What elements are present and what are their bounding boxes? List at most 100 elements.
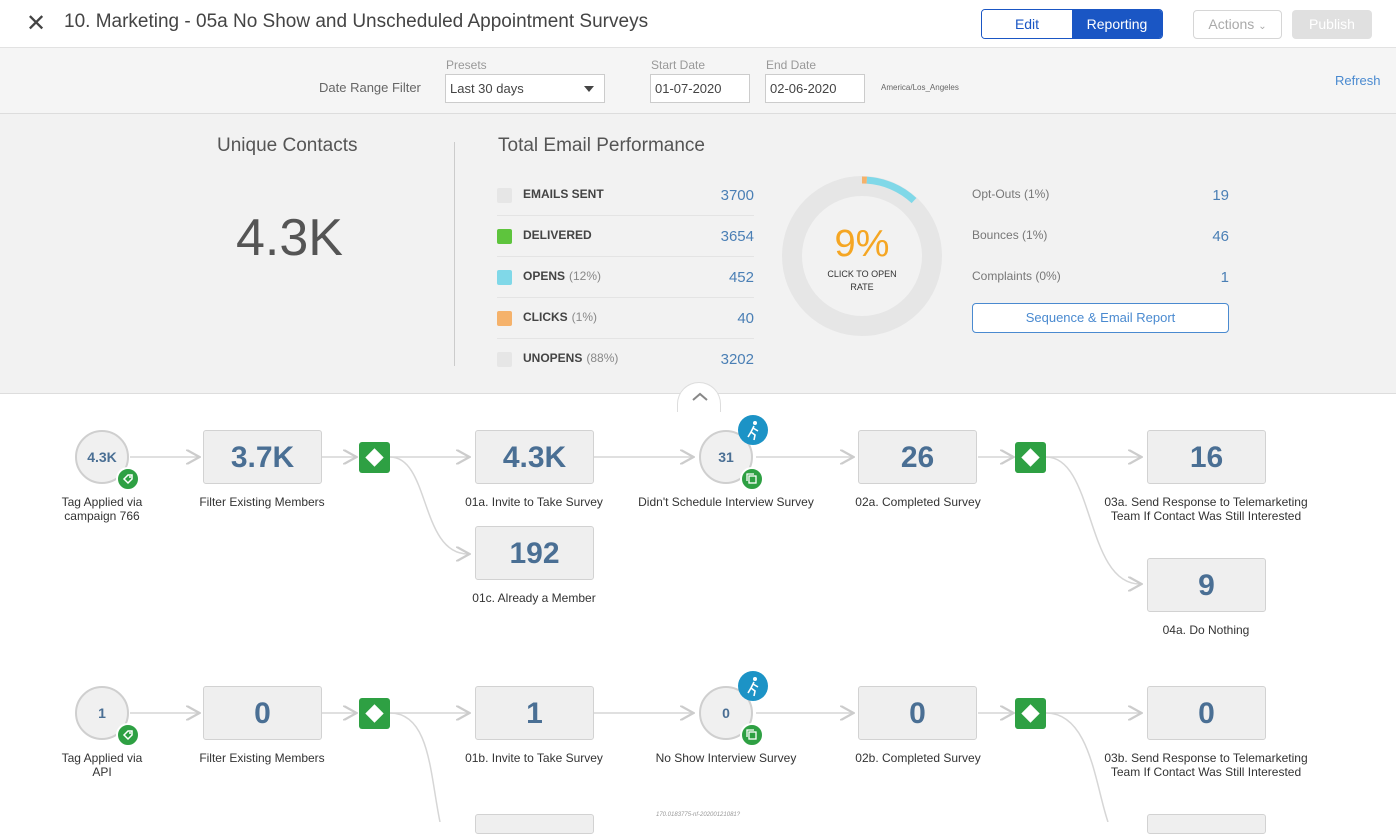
completed-node-label: 02b. Completed Survey: [828, 751, 1008, 765]
presets-select[interactable]: Last 30 days: [445, 74, 605, 103]
condition-diamond-icon[interactable]: [359, 698, 390, 729]
automation-flow: 4.3K Tag Applied via campaign 766 3.7K F…: [0, 394, 1396, 822]
metric-label-text: EMAILS SENT: [523, 187, 604, 201]
metric-value: 3654: [721, 228, 754, 245]
invite-node-label: 01b. Invite to Take Survey: [444, 751, 624, 765]
filter-node-label: Filter Existing Members: [182, 495, 342, 509]
metric-swatch: [497, 188, 512, 203]
click-to-open-percent: 9%: [782, 223, 942, 266]
metric-row-emails-sent: EMAILS SENT 3700: [497, 175, 754, 216]
metric-swatch: [497, 270, 512, 285]
chevron-down-icon: ⌄: [1258, 21, 1266, 32]
metric-value: 40: [737, 310, 754, 327]
send-response-node[interactable]: 16: [1147, 430, 1266, 484]
edit-tab[interactable]: Edit: [982, 10, 1072, 38]
metric-value: 3700: [721, 187, 754, 204]
tag-icon: [116, 723, 140, 747]
presets-label: Presets: [446, 58, 487, 72]
copy-icon: [740, 467, 764, 491]
send-response-label: 03a. Send Response to Telemarketing Team…: [1091, 495, 1321, 523]
metric-label-text: DELIVERED: [523, 228, 592, 242]
end-date-input[interactable]: 02-06-2020: [765, 74, 865, 103]
partial-node[interactable]: [1147, 814, 1266, 834]
end-date-label: End Date: [766, 58, 816, 72]
metric-swatch: [497, 311, 512, 326]
version-footnote: 170.0183775-nf-20200121081?: [656, 812, 740, 818]
metric-pct: (1%): [572, 310, 597, 324]
metric-row-clicks: CLICKS (1%) 40: [497, 298, 754, 339]
optouts-value: 19: [1212, 187, 1229, 204]
metric-label: OPENS (12%): [523, 269, 601, 283]
metric-row-opens: OPENS (12%) 452: [497, 257, 754, 298]
metric-label: DELIVERED: [523, 228, 596, 242]
actions-label: Actions: [1208, 16, 1254, 32]
page-title: 10. Marketing - 05a No Show and Unschedu…: [64, 11, 648, 33]
email-performance-title: Total Email Performance: [498, 135, 705, 157]
invite-node[interactable]: 1: [475, 686, 594, 740]
sequence-email-report-button[interactable]: Sequence & Email Report: [972, 303, 1229, 333]
copy-icon: [740, 723, 764, 747]
actions-dropdown[interactable]: Actions ⌄: [1193, 10, 1282, 39]
condition-diamond-icon[interactable]: [1015, 698, 1046, 729]
refresh-link[interactable]: Refresh: [1335, 73, 1381, 88]
metric-value: 3202: [721, 351, 754, 368]
presets-value: Last 30 days: [450, 81, 524, 96]
completed-node[interactable]: 0: [858, 686, 977, 740]
already-member-node[interactable]: 192: [475, 526, 594, 580]
metric-row-unopens: UNOPENS (88%) 3202: [497, 339, 754, 380]
wait-node-label: Didn't Schedule Interview Survey: [626, 495, 826, 509]
filter-node-label: Filter Existing Members: [182, 751, 342, 765]
unique-contacts-value: 4.3K: [236, 208, 343, 268]
metric-swatch: [497, 229, 512, 244]
bounces-row: Bounces (1%) 46: [972, 216, 1229, 257]
reporting-tab[interactable]: Reporting: [1072, 10, 1162, 38]
send-response-node[interactable]: 0: [1147, 686, 1266, 740]
goal-walk-icon: [738, 671, 768, 701]
metric-label: UNOPENS (88%): [523, 351, 618, 365]
start-node-label: Tag Applied via campaign 766: [42, 495, 162, 523]
invite-node-label: 01a. Invite to Take Survey: [444, 495, 624, 509]
header-bar: ✕ 10. Marketing - 05a No Show and Unsche…: [0, 0, 1396, 48]
metric-pct: (88%): [586, 351, 618, 365]
divider: [454, 142, 455, 366]
filter-node[interactable]: 3.7K: [203, 430, 322, 484]
metric-label: EMAILS SENT: [523, 187, 608, 201]
unique-contacts-title: Unique Contacts: [217, 135, 357, 157]
metric-value: 452: [729, 269, 754, 286]
send-response-label: 03b. Send Response to Telemarketing Team…: [1091, 751, 1321, 779]
publish-button[interactable]: Publish: [1292, 10, 1372, 39]
complaints-value: 1: [1221, 269, 1229, 286]
date-range-filter-label: Date Range Filter: [319, 80, 421, 95]
dropdown-caret-icon: [584, 86, 594, 92]
stats-panel: Unique Contacts 4.3K Total Email Perform…: [0, 114, 1396, 394]
metric-label-text: OPENS: [523, 269, 565, 283]
mode-toggle: Edit Reporting: [981, 9, 1163, 39]
metric-row-delivered: DELIVERED 3654: [497, 216, 754, 257]
start-date-input[interactable]: 01-07-2020: [650, 74, 750, 103]
tag-icon: [116, 467, 140, 491]
invite-node[interactable]: 4.3K: [475, 430, 594, 484]
completed-node[interactable]: 26: [858, 430, 977, 484]
already-member-label: 01c. Already a Member: [444, 591, 624, 605]
partial-node[interactable]: [475, 814, 594, 834]
metric-swatch: [497, 352, 512, 367]
metric-label-text: UNOPENS: [523, 351, 582, 365]
start-node-label: Tag Applied via API: [52, 751, 152, 779]
do-nothing-node[interactable]: 9: [1147, 558, 1266, 612]
optouts-label: Opt-Outs (1%): [972, 187, 1049, 201]
condition-diamond-icon[interactable]: [359, 442, 390, 473]
condition-diamond-icon[interactable]: [1015, 442, 1046, 473]
do-nothing-label: 04a. Do Nothing: [1116, 623, 1296, 637]
metric-label-text: CLICKS: [523, 310, 568, 324]
timezone-label: America/Los_Angeles: [881, 83, 959, 92]
complaints-label: Complaints (0%): [972, 269, 1061, 283]
complaints-row: Complaints (0%) 1: [972, 257, 1229, 298]
metric-pct: (12%): [569, 269, 601, 283]
optouts-row: Opt-Outs (1%) 19: [972, 175, 1229, 216]
close-icon[interactable]: ✕: [26, 12, 46, 36]
filter-node[interactable]: 0: [203, 686, 322, 740]
wait-node-label: No Show Interview Survey: [626, 751, 826, 765]
bounces-value: 46: [1212, 228, 1229, 245]
metric-label: CLICKS (1%): [523, 310, 597, 324]
click-to-open-label: CLICK TO OPEN RATE: [822, 268, 902, 294]
